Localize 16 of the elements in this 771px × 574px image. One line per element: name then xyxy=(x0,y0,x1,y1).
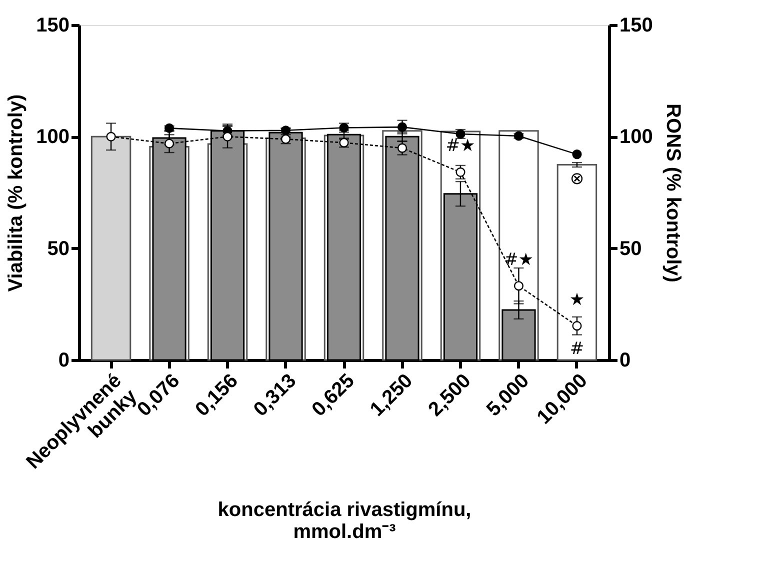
y2-tick-label: 150 xyxy=(620,14,653,36)
y-tick-label: 0 xyxy=(58,350,70,372)
annotation: ⊗ xyxy=(570,168,584,189)
y2-tick-label: 100 xyxy=(620,126,653,148)
y2-tick-label: 50 xyxy=(620,238,642,260)
annotation: #★ xyxy=(446,136,476,156)
annotation: #★ xyxy=(504,250,534,270)
x-axis-title: koncentrácia rivastigmínu, mmol.dm⁻³ xyxy=(218,499,472,544)
annotation: ★ xyxy=(569,290,585,310)
y2-axis-title: RONS (% kontroly) xyxy=(662,104,684,282)
y2-tick-label: 0 xyxy=(620,350,631,372)
y-tick-label: 100 xyxy=(36,126,70,148)
y-tick-label: 50 xyxy=(47,238,70,260)
annotation: # xyxy=(570,338,584,359)
y-tick-label: 150 xyxy=(36,14,70,36)
y-axis-title: Viabilita (% kontroly) xyxy=(5,94,28,292)
